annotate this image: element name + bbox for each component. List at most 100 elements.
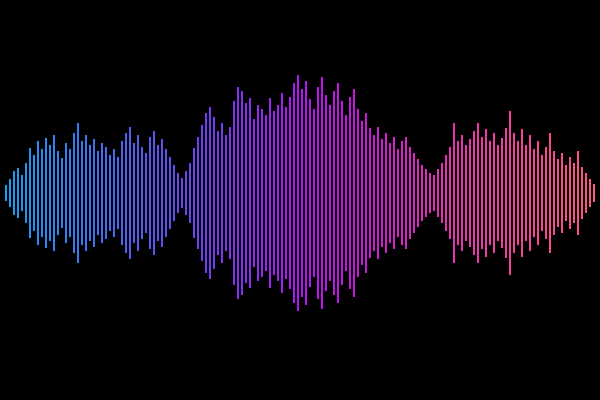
waveform-bar [105,147,107,239]
waveform-bar [9,179,11,207]
waveform-bar [585,173,587,213]
waveform-bar [189,163,191,223]
waveform-bar [457,141,459,245]
waveform-bar [305,81,307,305]
waveform-bar [269,98,271,288]
waveform-bar [417,159,419,227]
waveform-bar [41,149,43,237]
waveform-bar [273,111,275,275]
waveform-bar [509,111,511,275]
waveform-bar [177,173,179,213]
waveform-bar [477,123,479,263]
waveform-bar [333,91,335,295]
waveform-bar [505,128,507,258]
waveform-bar [421,165,423,221]
waveform-bar [569,157,571,229]
waveform-bar [413,153,415,233]
waveform-bar [301,89,303,297]
waveform-bar [193,148,195,238]
waveform-bar [493,133,495,253]
waveform-bar [173,165,175,221]
waveform-bar [5,185,7,201]
waveform-bar [513,133,515,253]
waveform-bar [25,163,27,223]
waveform-bar [29,148,31,238]
waveform-bar [465,145,467,241]
waveform-bar [577,151,579,235]
waveform-bar [109,155,111,231]
waveform-bar [489,141,491,245]
waveform-bar [113,149,115,237]
waveform-bar [317,87,319,299]
waveform-bar [45,138,47,248]
waveform-bar [37,141,39,245]
waveform-bar [221,123,223,263]
waveform-bar [265,115,267,271]
waveform-bar [537,141,539,245]
waveform-bar [385,133,387,253]
waveform-bar [57,151,59,235]
waveform-bar [249,98,251,288]
waveform-bar [373,135,375,251]
waveform-bar [81,141,83,245]
waveform-bar [233,101,235,285]
waveform-bar [137,135,139,251]
waveform-bar [437,169,439,217]
waveform-bar [361,121,363,265]
waveform-bar [13,171,15,215]
waveform-bar [449,147,451,239]
waveform-bar [369,128,371,258]
waveform-bar [245,103,247,283]
waveform-bar [61,158,63,228]
waveform-bar [341,101,343,285]
waveform-bar [297,75,299,311]
waveform-bar [401,141,403,245]
waveform-bar [293,83,295,303]
waveform-bar [77,123,79,263]
waveform-bar [313,109,315,277]
waveform-bar [473,131,475,255]
waveform-bar [161,139,163,247]
waveform-bar [581,167,583,219]
waveform-bar [197,137,199,249]
waveform-bar [125,133,127,253]
waveform-bar [217,131,219,255]
waveform-bar [289,97,291,289]
waveform-bar [365,113,367,273]
waveform-bar [393,137,395,249]
waveform-bar [521,129,523,257]
waveform-bar [121,141,123,245]
waveform-bar [21,175,23,211]
waveform-bar [557,159,559,227]
waveform-bar [425,169,427,217]
waveform-bar [517,141,519,245]
waveform-bar [565,165,567,221]
waveform-bar [525,145,527,241]
waveform-bar [129,127,131,259]
waveform-bar [353,89,355,297]
waveform-bar [225,135,227,251]
waveform-bar [117,157,119,229]
waveform-bar [481,137,483,249]
waveform-bar [181,178,183,208]
waveform-bar [349,97,351,289]
waveform-bar [237,87,239,299]
waveform-bar [277,105,279,281]
waveform-bar [321,77,323,309]
waveform-bar [485,129,487,257]
waveform-bar [17,168,19,218]
waveform-bar [257,105,259,281]
waveform-bar [325,95,327,291]
waveform-bar [445,155,447,231]
waveform-bar [561,153,563,233]
waveform-bar [533,149,535,237]
waveform-bar [49,145,51,241]
waveform-bar [553,151,555,235]
waveform-bar [149,137,151,249]
waveform-bar [397,149,399,237]
waveform-bar [377,127,379,259]
waveform-bar [337,83,339,303]
waveform-bar [229,127,231,259]
